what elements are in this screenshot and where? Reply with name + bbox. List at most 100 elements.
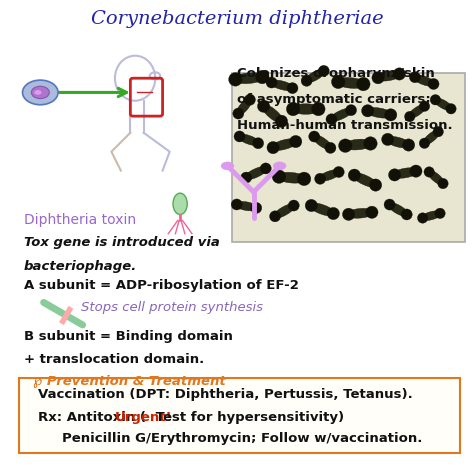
Ellipse shape <box>236 97 252 116</box>
Text: Colonizes oropharynx/skin: Colonizes oropharynx/skin <box>237 67 435 80</box>
Text: Corynebacterium diphtheriae: Corynebacterium diphtheriae <box>91 10 383 28</box>
Ellipse shape <box>173 193 187 215</box>
Ellipse shape <box>266 77 277 88</box>
Ellipse shape <box>290 136 302 148</box>
Text: Stops cell protein synthesis: Stops cell protein synthesis <box>81 301 263 314</box>
Text: Human-human transmission.: Human-human transmission. <box>237 119 453 132</box>
Ellipse shape <box>342 208 355 220</box>
Ellipse shape <box>364 108 394 118</box>
Text: + translocation domain.: + translocation domain. <box>24 353 204 366</box>
Ellipse shape <box>345 209 375 218</box>
Ellipse shape <box>288 200 299 211</box>
Text: ℘ Prevention & Treatment: ℘ Prevention & Treatment <box>33 374 226 388</box>
Ellipse shape <box>270 138 299 151</box>
Ellipse shape <box>384 137 412 148</box>
Ellipse shape <box>433 127 444 137</box>
Ellipse shape <box>427 170 446 186</box>
Ellipse shape <box>234 131 245 142</box>
Text: of asymptomatic carriers;: of asymptomatic carriers; <box>237 93 431 106</box>
Ellipse shape <box>384 109 397 121</box>
Ellipse shape <box>338 139 352 153</box>
Ellipse shape <box>275 173 308 183</box>
Text: Test for hypersensitivity): Test for hypersensitivity) <box>151 410 344 424</box>
Ellipse shape <box>346 105 356 116</box>
Ellipse shape <box>255 70 269 84</box>
Ellipse shape <box>401 209 412 220</box>
Ellipse shape <box>221 162 234 170</box>
Ellipse shape <box>428 78 439 90</box>
Ellipse shape <box>404 111 415 122</box>
Text: bacteriophage.: bacteriophage. <box>24 260 137 273</box>
Ellipse shape <box>402 139 415 151</box>
Ellipse shape <box>438 178 448 189</box>
Text: B subunit = Binding domain: B subunit = Binding domain <box>24 330 233 343</box>
Ellipse shape <box>435 208 445 219</box>
Text: Tox gene is introduced via: Tox gene is introduced via <box>24 236 219 249</box>
Ellipse shape <box>31 86 49 99</box>
Ellipse shape <box>419 101 430 111</box>
Ellipse shape <box>241 172 252 183</box>
Bar <box>19 378 460 453</box>
Ellipse shape <box>286 102 300 116</box>
Ellipse shape <box>270 211 281 222</box>
Ellipse shape <box>228 73 242 86</box>
Ellipse shape <box>251 202 262 213</box>
Ellipse shape <box>231 199 242 210</box>
Ellipse shape <box>257 100 270 112</box>
Text: A subunit = ADP-ribosylation of EF-2: A subunit = ADP-ribosylation of EF-2 <box>24 279 299 292</box>
Ellipse shape <box>327 207 339 219</box>
Ellipse shape <box>328 108 354 122</box>
Ellipse shape <box>382 133 394 146</box>
Ellipse shape <box>410 165 422 177</box>
Ellipse shape <box>333 166 344 178</box>
Ellipse shape <box>315 173 326 184</box>
Ellipse shape <box>234 201 259 211</box>
Ellipse shape <box>331 75 345 89</box>
Ellipse shape <box>34 90 42 95</box>
Ellipse shape <box>419 138 429 148</box>
Ellipse shape <box>308 202 337 217</box>
Ellipse shape <box>334 78 367 88</box>
Ellipse shape <box>362 105 374 117</box>
Ellipse shape <box>289 104 322 114</box>
Ellipse shape <box>369 179 382 191</box>
Ellipse shape <box>260 103 285 124</box>
Bar <box>232 73 465 242</box>
Ellipse shape <box>318 65 329 76</box>
Ellipse shape <box>389 169 401 181</box>
Ellipse shape <box>309 131 320 142</box>
Ellipse shape <box>341 139 374 150</box>
Ellipse shape <box>433 97 454 111</box>
Ellipse shape <box>391 168 419 178</box>
Ellipse shape <box>407 104 427 119</box>
Ellipse shape <box>23 80 58 105</box>
Ellipse shape <box>260 163 271 174</box>
Ellipse shape <box>393 68 405 80</box>
Ellipse shape <box>253 137 264 149</box>
Text: Vaccination (DPT: Diphtheria, Pertussis, Tetanus).: Vaccination (DPT: Diphtheria, Pertussis,… <box>38 388 413 401</box>
Ellipse shape <box>424 167 434 177</box>
Ellipse shape <box>237 134 261 146</box>
Text: Diphtheria toxin: Diphtheria toxin <box>24 213 136 228</box>
Ellipse shape <box>430 94 441 105</box>
Ellipse shape <box>366 206 378 219</box>
Text: Rx: Antitoxin (: Rx: Antitoxin ( <box>38 410 146 424</box>
Ellipse shape <box>410 72 420 83</box>
Ellipse shape <box>297 172 311 186</box>
Ellipse shape <box>273 162 286 170</box>
Ellipse shape <box>325 142 336 154</box>
Ellipse shape <box>233 108 244 119</box>
Ellipse shape <box>304 68 327 83</box>
Ellipse shape <box>384 199 395 210</box>
Ellipse shape <box>231 73 266 83</box>
Ellipse shape <box>348 169 361 182</box>
Ellipse shape <box>420 211 443 220</box>
Ellipse shape <box>374 71 403 81</box>
Text: Urgent!: Urgent! <box>115 410 173 424</box>
Ellipse shape <box>272 170 286 183</box>
Ellipse shape <box>351 173 379 188</box>
Ellipse shape <box>356 77 370 91</box>
Ellipse shape <box>243 166 269 180</box>
Ellipse shape <box>372 72 384 84</box>
Ellipse shape <box>387 202 410 217</box>
